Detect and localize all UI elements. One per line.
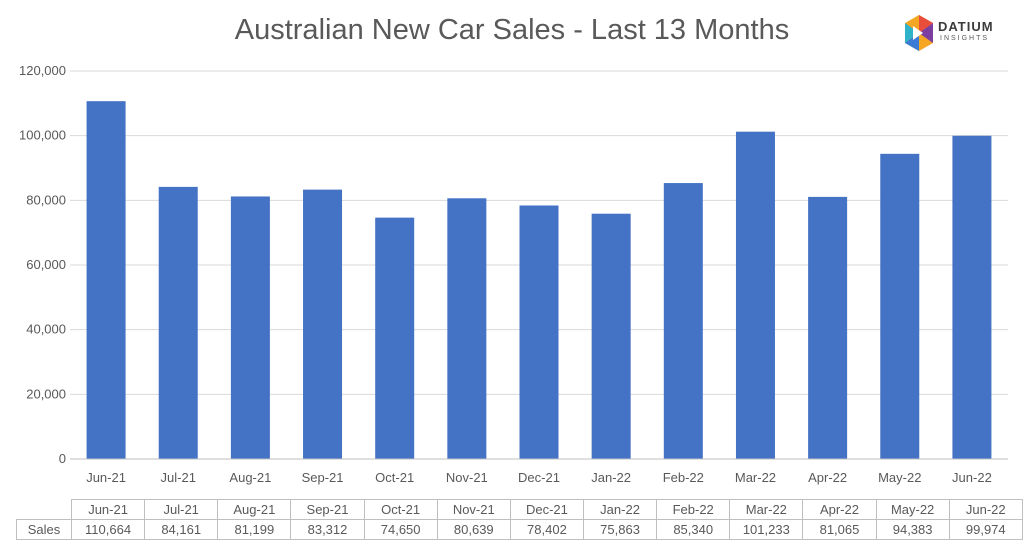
table-header-cell: Nov-21 <box>436 499 511 520</box>
table-header-cell: Oct-21 <box>363 499 438 520</box>
table-cell: 80,639 <box>436 519 511 540</box>
x-tick-label: Aug-21 <box>229 470 271 485</box>
bar <box>158 186 198 459</box>
x-tick-label: Jun-22 <box>952 470 992 485</box>
bar <box>447 198 487 460</box>
table-header-cell: May-22 <box>875 499 950 520</box>
y-tick-label: 100,000 <box>19 128 66 143</box>
table-header-cell: Sep-21 <box>290 499 365 520</box>
x-tick-label: Dec-21 <box>518 470 560 485</box>
y-tick-label: 80,000 <box>26 192 66 207</box>
table-cell: 101,233 <box>729 519 804 540</box>
table-row: Sales 110,664 84,161 81,199 83,312 74,650 80,6… <box>16 519 1023 540</box>
x-tick-label: Oct-21 <box>375 470 414 485</box>
bar <box>230 196 270 459</box>
table-cell: 81,199 <box>217 519 292 540</box>
x-tick-label: Apr-22 <box>808 470 847 485</box>
x-tick-label: Jun-21 <box>86 470 126 485</box>
table-header-cell: Feb-22 <box>656 499 731 520</box>
y-tick-label: 60,000 <box>26 257 66 272</box>
table-header-cell: Apr-22 <box>802 499 877 520</box>
datium-logo-icon <box>905 15 933 51</box>
table-header-cell: Aug-21 <box>217 499 292 520</box>
data-table: Jun-21 Jul-21 Aug-21 Sep-21 Oct-21 Nov-21 Dec-… <box>16 499 1023 540</box>
table-cell: 78,402 <box>509 519 584 540</box>
table-cell: 99,974 <box>948 519 1023 540</box>
table-cell: 85,340 <box>656 519 731 540</box>
bar <box>591 213 631 459</box>
y-tick-label: 20,000 <box>26 386 66 401</box>
table-header-cell: Jan-22 <box>582 499 658 520</box>
logo-subtitle: INSIGHTS <box>940 35 990 42</box>
bar <box>663 183 703 460</box>
bar <box>880 153 920 459</box>
logo-wordmark: DATIUM <box>938 19 994 34</box>
x-tick-label: Sep-21 <box>302 470 344 485</box>
bar <box>952 135 992 459</box>
bar <box>519 205 559 459</box>
table-header-cell: Mar-22 <box>729 499 804 520</box>
table-header-cell: Dec-21 <box>509 499 584 520</box>
x-tick-label: Nov-21 <box>446 470 488 485</box>
x-tick-label: Mar-22 <box>735 470 776 485</box>
table-cell: 75,863 <box>582 519 658 540</box>
bar <box>808 196 848 459</box>
bar <box>375 217 415 459</box>
chart-title: Australian New Car Sales - Last 13 Month… <box>234 14 790 46</box>
table-cell: 83,312 <box>290 519 365 540</box>
x-tick-label: May-22 <box>878 470 921 485</box>
x-tick-label: Feb-22 <box>663 470 704 485</box>
table-cell: 110,664 <box>70 519 146 540</box>
table-header-row: Jun-21 Jul-21 Aug-21 Sep-21 Oct-21 Nov-21 Dec-… <box>17 499 1023 520</box>
table-cell: 94,383 <box>875 519 950 540</box>
x-tick-label: Jan-22 <box>591 470 631 485</box>
table-cell: 81,065 <box>802 519 877 540</box>
y-tick-label: 0 <box>59 451 66 466</box>
y-tick-label: 40,000 <box>26 322 66 337</box>
table-header-cell: Jun-22 <box>948 499 1023 520</box>
bar <box>303 189 343 460</box>
bar <box>86 101 126 459</box>
bar <box>735 131 775 459</box>
bar-chart: 0 20,000 40,000 60,000 80,000 100,000 120,000 J… <box>19 63 1008 485</box>
table-header-cell: Jun-21 <box>70 499 146 520</box>
table-row-label: Sales <box>16 519 72 540</box>
table-corner <box>17 500 72 520</box>
table-header-cell: Jul-21 <box>144 499 219 520</box>
table-cell: 84,161 <box>144 519 219 540</box>
x-tick-label: Jul-21 <box>161 470 196 485</box>
datium-logo: DATIUM INSIGHTS <box>904 14 1014 54</box>
table-cell: 74,650 <box>363 519 438 540</box>
y-tick-label: 120,000 <box>19 63 66 78</box>
